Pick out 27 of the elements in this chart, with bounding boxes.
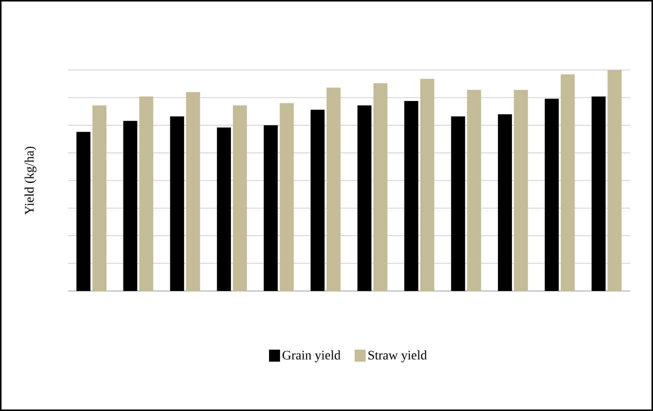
bar: [264, 125, 278, 291]
bar: [404, 100, 418, 291]
bar: [76, 132, 90, 291]
bar: [592, 96, 606, 291]
bar: [310, 110, 325, 291]
bar: [232, 105, 247, 291]
bar: [357, 105, 372, 291]
legend-label: Straw yield: [368, 350, 427, 362]
bar: [373, 83, 388, 291]
bar: [186, 92, 200, 291]
bar: [326, 88, 341, 291]
bar: [139, 96, 154, 291]
bar: [170, 116, 184, 291]
bar: [514, 90, 528, 291]
bar: [451, 116, 466, 291]
bar: [608, 70, 622, 291]
bar: [216, 127, 231, 291]
bar: [92, 105, 106, 291]
bar: [467, 90, 482, 291]
bar: [123, 120, 138, 291]
bar: [420, 78, 434, 291]
y-axis-title: Yield (kg/ha): [24, 146, 36, 215]
legend-label: Grain yield: [282, 350, 340, 362]
bar: [280, 103, 294, 291]
bar: [544, 98, 559, 291]
bar: [498, 114, 512, 291]
bar: [560, 74, 575, 291]
